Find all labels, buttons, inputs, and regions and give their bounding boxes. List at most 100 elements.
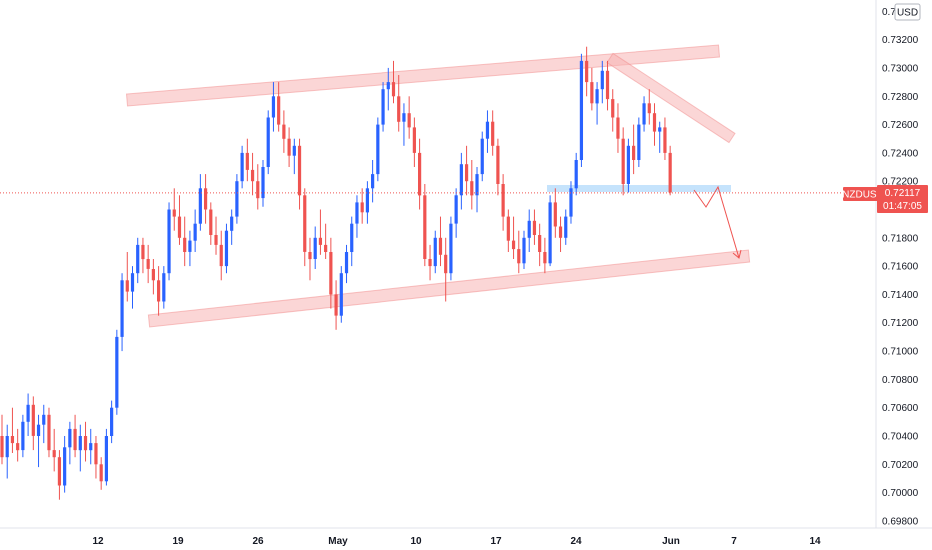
candle-body [464, 164, 469, 182]
y-tick-label: 0.71200 [882, 318, 919, 329]
candle-body [157, 280, 161, 302]
candle-body [616, 117, 620, 139]
x-tick-label: 19 [172, 536, 184, 547]
candle-body [391, 82, 396, 97]
x-tick-label: 12 [92, 536, 104, 547]
x-axis: 12 19 26 May 10 17 24 Jun 7 14 [92, 536, 821, 547]
candle [522, 230, 526, 269]
countdown-label: 01:47:05 [883, 201, 922, 212]
y-axis: 0.734000.732000.730000.728000.726000.724… [882, 7, 919, 528]
candle [167, 202, 171, 281]
candle-body [386, 82, 390, 90]
candle-body [297, 145, 302, 196]
currency-label: USD [897, 8, 918, 19]
candle-body [136, 244, 140, 274]
candle [266, 110, 270, 175]
candle-body [167, 209, 171, 274]
annotations-layer [0, 185, 876, 259]
candle [616, 103, 620, 153]
candle [611, 89, 615, 132]
candle-body [522, 237, 526, 264]
candle [350, 216, 354, 267]
y-tick-label: 0.73200 [882, 35, 919, 46]
descending-trendline-band [606, 52, 736, 144]
candle [658, 121, 662, 153]
candle [355, 195, 359, 238]
candle-body [42, 414, 46, 425]
candle [344, 244, 349, 284]
candle-body [256, 181, 260, 199]
candle-body [240, 152, 244, 182]
candle [177, 195, 182, 245]
candle-body [548, 202, 552, 264]
candle-body [579, 60, 584, 160]
candle-body [423, 195, 427, 259]
candle-body [224, 230, 229, 267]
candle-body [611, 99, 615, 118]
candle [365, 181, 369, 224]
candle-body [303, 195, 307, 252]
candle-body [668, 152, 672, 193]
candle [94, 436, 98, 479]
candle [99, 457, 103, 490]
candle-body [104, 436, 108, 482]
candle [157, 266, 161, 316]
x-tick-label: 24 [570, 536, 582, 547]
candle-body [172, 209, 176, 217]
candle [78, 424, 82, 472]
candle [120, 273, 124, 352]
candle [318, 209, 323, 255]
candle [230, 209, 234, 245]
candle [188, 230, 192, 267]
candle [172, 188, 176, 231]
candle-body [120, 280, 124, 337]
candle [324, 223, 328, 259]
candle [250, 152, 255, 196]
candle-body [652, 113, 657, 132]
candle [663, 117, 667, 160]
candle [16, 428, 20, 462]
candle-body [564, 216, 568, 238]
candle [543, 237, 547, 274]
y-tick-label: 0.70200 [882, 460, 919, 471]
candle-body [475, 174, 479, 196]
candle-body [16, 443, 20, 451]
candle-body [412, 127, 416, 153]
candle [130, 266, 135, 309]
candle-body [245, 152, 249, 170]
candle-body [642, 103, 646, 125]
candle [282, 110, 286, 153]
candle-body [647, 103, 651, 114]
candle [376, 117, 380, 182]
candle [548, 195, 552, 267]
candle-body [339, 273, 343, 316]
candle-body [21, 421, 25, 451]
candle [595, 82, 599, 125]
candle [52, 428, 56, 472]
candle-body [266, 117, 270, 167]
candle [271, 82, 276, 132]
candle-body [407, 113, 411, 128]
candle-body [621, 138, 625, 184]
candle-body [36, 424, 41, 436]
y-tick-label: 0.70600 [882, 403, 919, 414]
x-tick-label: 10 [410, 536, 422, 547]
candle-body [402, 113, 406, 122]
candle-body [78, 436, 82, 451]
candle-body [511, 240, 516, 250]
candle-body [397, 96, 401, 122]
projection-arrow [693, 185, 740, 259]
candle-body [10, 436, 15, 444]
candle-body [538, 235, 542, 252]
candle-body [334, 294, 338, 316]
candle [141, 237, 145, 274]
candle [423, 184, 427, 267]
candle [485, 110, 490, 153]
candle [136, 237, 140, 284]
candle [151, 259, 155, 295]
candle-body [585, 60, 589, 83]
candle [428, 244, 432, 281]
candle-body [632, 145, 636, 160]
candle-body [99, 464, 103, 482]
